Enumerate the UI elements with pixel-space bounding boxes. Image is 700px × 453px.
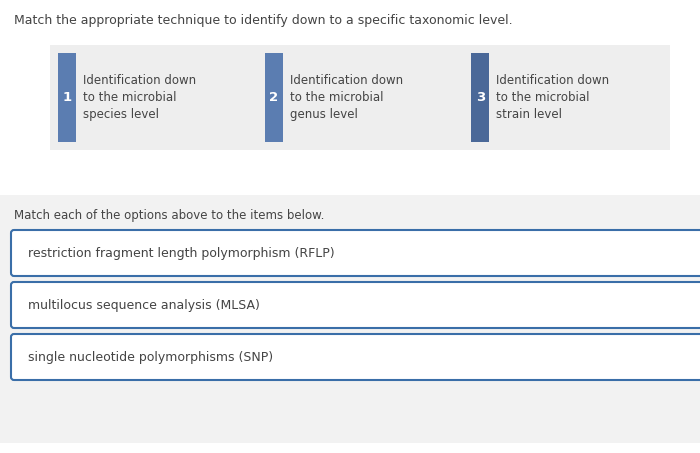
Bar (471, 53, 489, 142)
Text: Match the appropriate technique to identify down to a specific taxonomic level.: Match the appropriate technique to ident… (14, 14, 512, 27)
Text: Match each of the options above to the items below.: Match each of the options above to the i… (14, 209, 324, 222)
Text: Identification down
to the microbial
species level: Identification down to the microbial spe… (83, 74, 196, 121)
Text: Identification down
to the microbial
strain level: Identification down to the microbial str… (496, 74, 610, 121)
Text: restriction fragment length polymorphism (RFLP): restriction fragment length polymorphism… (28, 246, 335, 260)
Text: 2: 2 (269, 91, 278, 104)
FancyBboxPatch shape (11, 230, 700, 276)
Text: 3: 3 (476, 91, 485, 104)
Bar (58, 53, 76, 142)
FancyBboxPatch shape (11, 282, 700, 328)
Bar (0, 195, 700, 443)
Text: multilocus sequence analysis (MLSA): multilocus sequence analysis (MLSA) (28, 299, 260, 312)
Text: single nucleotide polymorphisms (SNP): single nucleotide polymorphisms (SNP) (28, 351, 273, 363)
Bar (50, 45, 670, 150)
Text: Identification down
to the microbial
genus level: Identification down to the microbial gen… (290, 74, 402, 121)
FancyBboxPatch shape (11, 334, 700, 380)
Text: 1: 1 (62, 91, 71, 104)
Bar (265, 53, 283, 142)
